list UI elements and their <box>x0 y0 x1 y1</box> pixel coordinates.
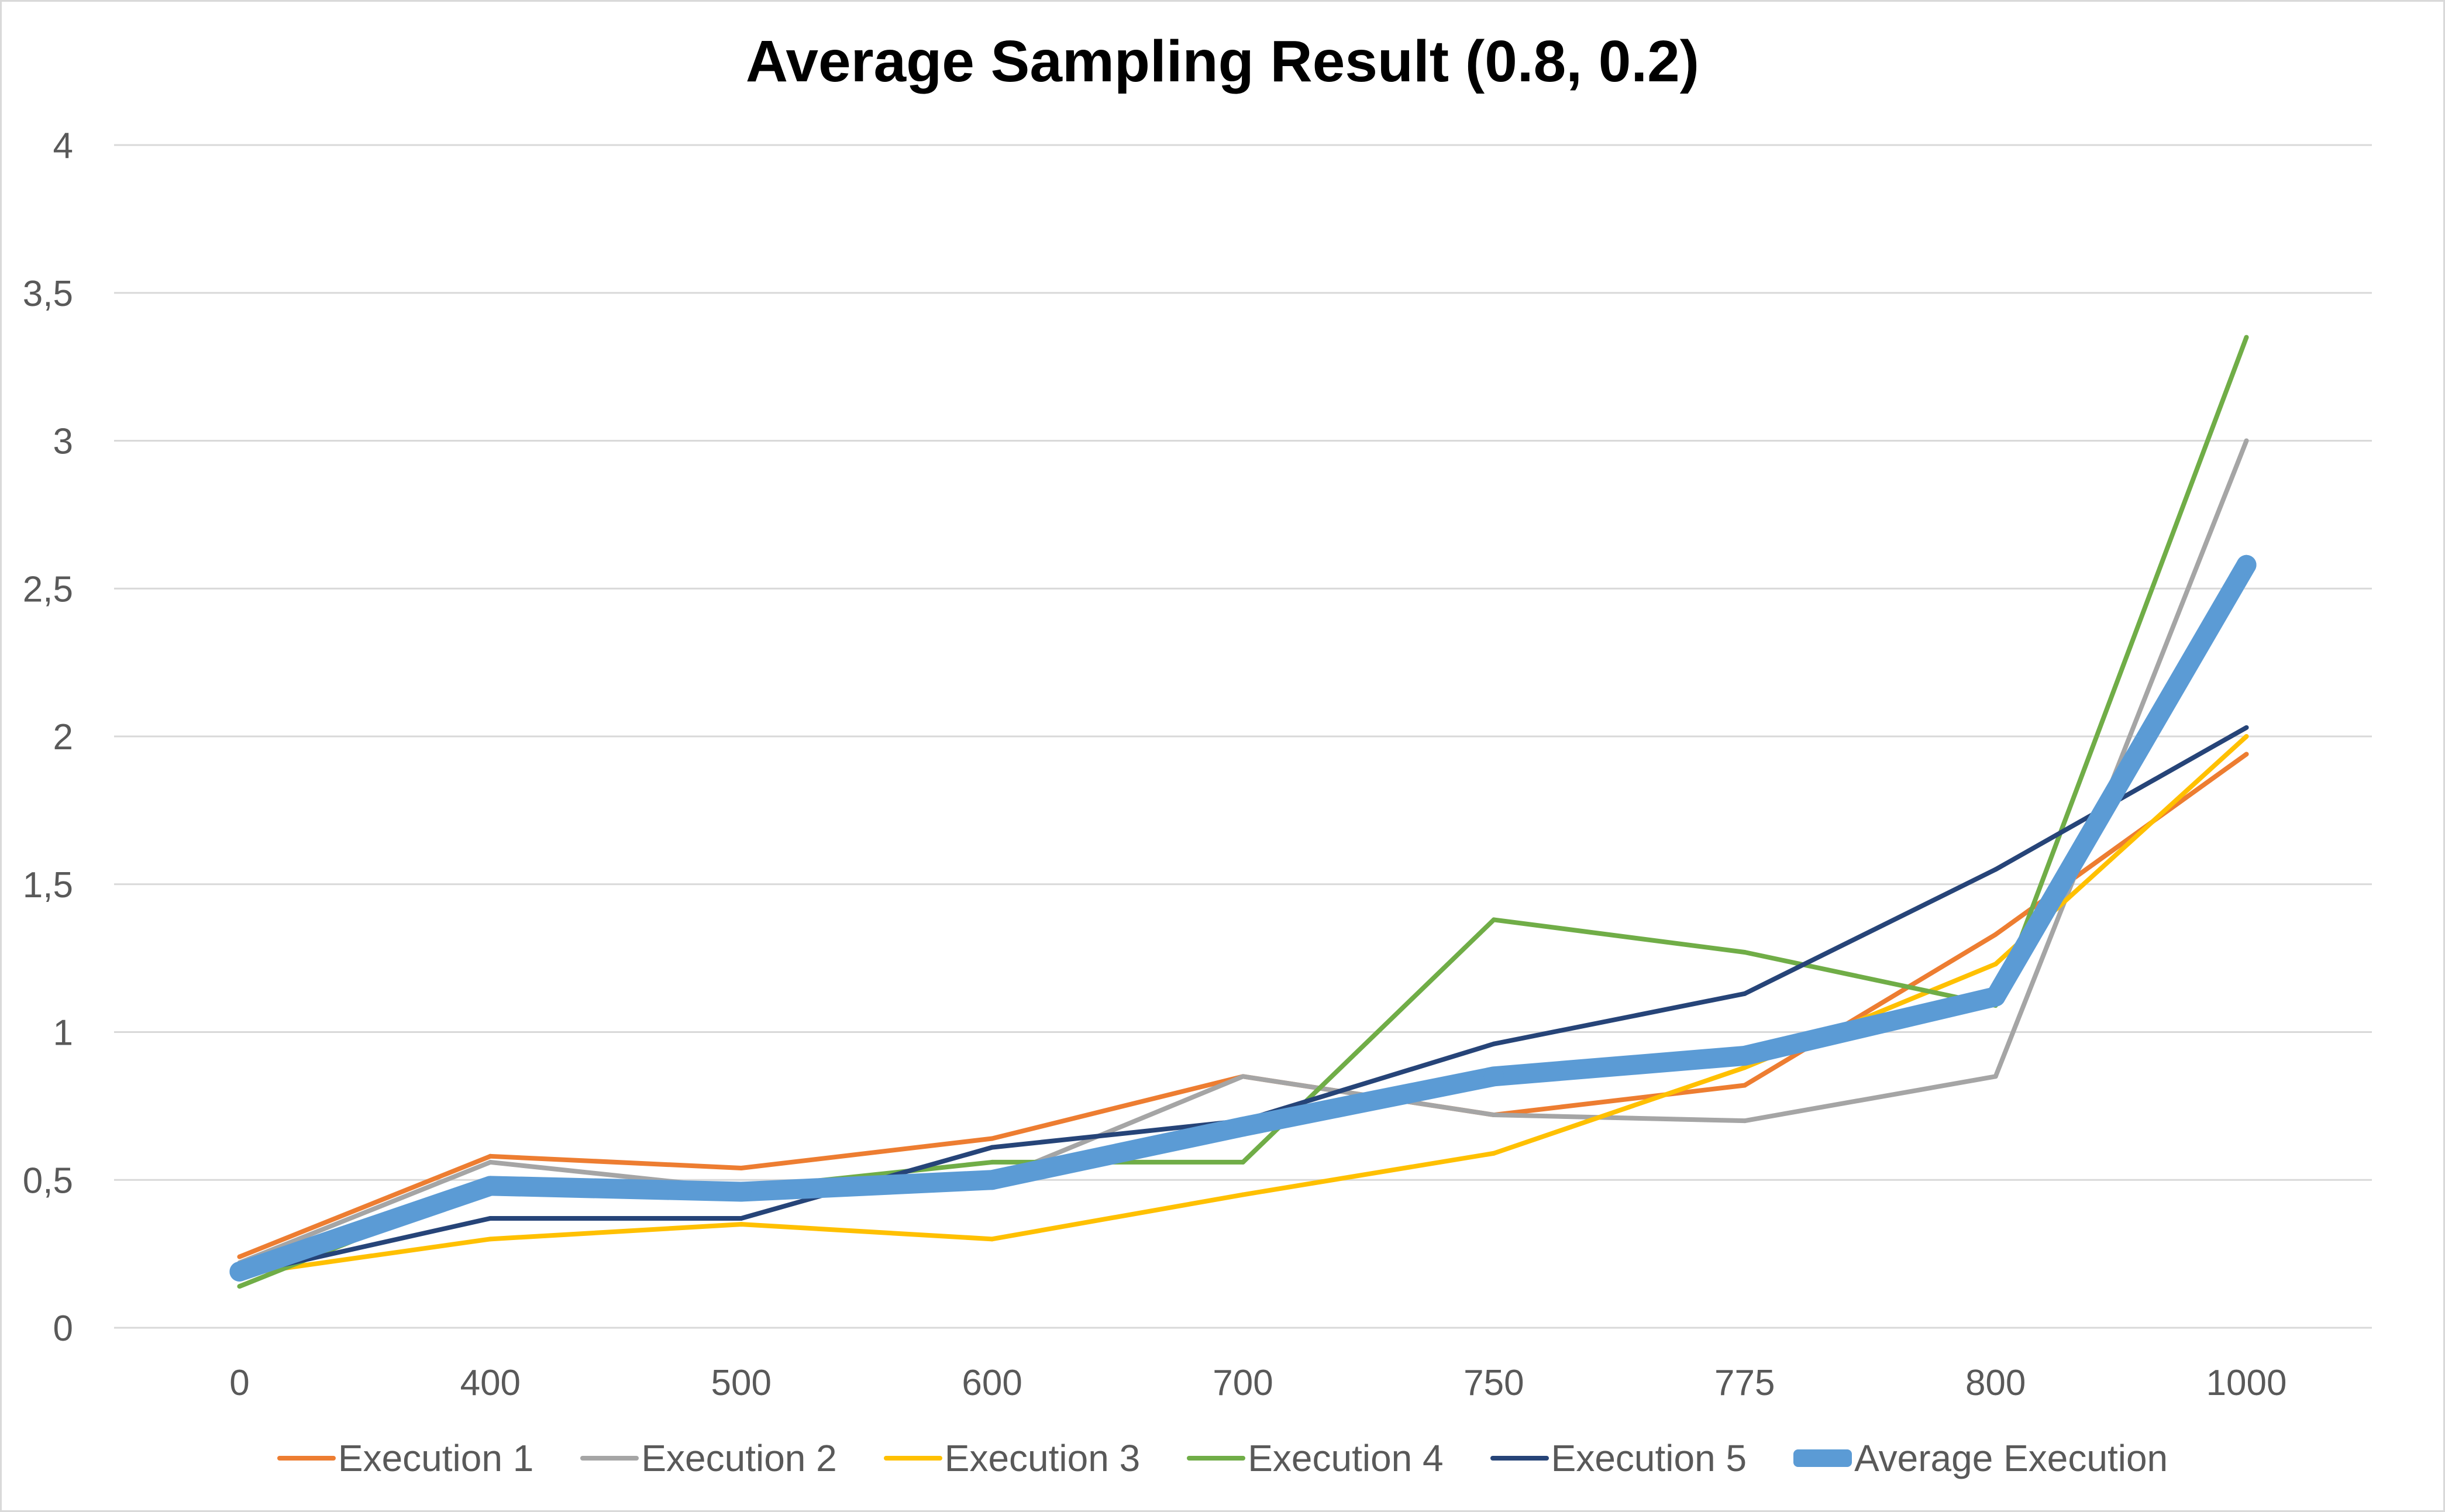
legend-swatch-average-execution <box>1793 1449 1852 1467</box>
y-tick-label: 0 <box>53 1308 73 1349</box>
data-point <box>488 1153 493 1159</box>
data-point <box>1483 1066 1504 1087</box>
data-point <box>237 1284 242 1289</box>
data-point <box>739 1222 744 1227</box>
y-tick-label: 3 <box>53 422 73 462</box>
data-point <box>1742 950 1747 955</box>
data-point <box>1491 1113 1496 1118</box>
x-tick-label: 500 <box>711 1363 771 1403</box>
data-point <box>2244 438 2249 443</box>
data-point <box>1233 1117 1253 1137</box>
legend: Execution 1 Execution 2 Execution 3 Exec… <box>0 1432 2445 1485</box>
legend-swatch-execution-2 <box>580 1456 639 1461</box>
data-point <box>990 1136 995 1141</box>
legend-item: Execution 1 <box>277 1437 533 1480</box>
data-point <box>1491 1041 1496 1046</box>
data-point <box>488 1237 493 1242</box>
legend-swatch-execution-5 <box>1490 1456 1549 1461</box>
x-tick-label: 775 <box>1714 1363 1775 1403</box>
legend-label: Execution 3 <box>944 1437 1141 1479</box>
data-point <box>1742 991 1747 996</box>
data-point <box>1993 1074 1998 1079</box>
data-point <box>990 1159 995 1165</box>
x-tick-label: 600 <box>962 1363 1022 1403</box>
legend-swatch-execution-1 <box>277 1456 336 1461</box>
data-point <box>2244 335 2249 340</box>
data-point <box>1993 932 1998 937</box>
data-point <box>739 1215 744 1221</box>
legend-item: Average Execution <box>1793 1437 2168 1480</box>
legend-label: Execution 5 <box>1551 1437 1747 1479</box>
data-point <box>1491 917 1496 922</box>
data-point <box>2244 734 2249 739</box>
series-line-execution-4 <box>238 336 2249 1289</box>
legend-label: Execution 2 <box>641 1437 837 1479</box>
data-point <box>1985 986 2006 1007</box>
series-lines <box>229 335 2257 1289</box>
x-tick-label: 800 <box>1965 1363 2026 1403</box>
x-tick-label: 0 <box>229 1363 249 1403</box>
data-point <box>488 1215 493 1221</box>
data-point <box>237 1254 242 1259</box>
gridlines <box>114 144 2372 1329</box>
y-tick-label: 2,5 <box>23 569 73 609</box>
y-tick-label: 1,5 <box>23 865 73 905</box>
data-point <box>2244 725 2249 730</box>
data-point <box>1734 1045 1755 1066</box>
y-tick-label: 0,5 <box>23 1160 73 1201</box>
data-point <box>1742 1118 1747 1124</box>
x-tick-label: 700 <box>1213 1363 1273 1403</box>
legend-item: Execution 5 <box>1490 1437 1747 1480</box>
x-axis-ticks: 0 400 500 600 700 750 775 800 1000 <box>229 1363 2286 1403</box>
data-point <box>739 1166 744 1171</box>
data-point <box>1993 962 1998 967</box>
series-average-execution <box>229 554 2257 1282</box>
legend-label: Execution 1 <box>338 1437 534 1479</box>
data-point <box>990 1145 995 1150</box>
data-point <box>2244 752 2249 757</box>
series-line-execution-2 <box>238 440 2249 1265</box>
chart-title: Average Sampling Result (0.8, 0.2) <box>745 29 1700 94</box>
legend-item: Execution 2 <box>580 1437 837 1480</box>
data-point <box>1742 1083 1747 1088</box>
y-axis-ticks: 0 0,5 1 1,5 2 2,5 3 3,5 4 <box>23 126 73 1349</box>
legend-swatch-execution-3 <box>883 1456 942 1461</box>
data-point <box>1241 1074 1245 1079</box>
data-point <box>982 1170 1003 1190</box>
legend-swatch-execution-4 <box>1187 1456 1246 1461</box>
data-point <box>1993 867 1998 872</box>
y-tick-label: 1 <box>53 1013 73 1053</box>
y-tick-label: 2 <box>53 717 73 757</box>
data-point <box>1241 1159 1245 1165</box>
data-point <box>2236 554 2257 575</box>
x-tick-label: 750 <box>1463 1363 1524 1403</box>
data-point <box>229 1261 250 1282</box>
x-tick-label: 400 <box>460 1363 521 1403</box>
data-point <box>488 1159 493 1165</box>
legend-label: Average Execution <box>1854 1437 2168 1479</box>
y-tick-label: 4 <box>53 126 73 166</box>
x-tick-label: 1000 <box>2206 1363 2287 1403</box>
series-execution-4 <box>237 335 2249 1289</box>
data-point <box>731 1182 752 1202</box>
data-point <box>1742 1065 1747 1070</box>
data-point <box>480 1176 501 1196</box>
data-point <box>1491 1151 1496 1156</box>
legend-item: Execution 4 <box>1187 1437 1444 1480</box>
legend-label: Execution 4 <box>1248 1437 1444 1479</box>
series-execution-2 <box>237 438 2249 1265</box>
data-point <box>1241 1192 1245 1197</box>
data-point <box>990 1237 995 1242</box>
legend-item: Execution 3 <box>883 1437 1141 1480</box>
y-tick-label: 3,5 <box>23 274 73 314</box>
